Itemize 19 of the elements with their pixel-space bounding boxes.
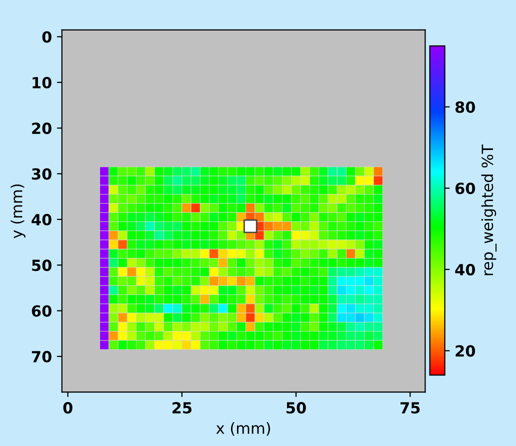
y-tick-label: 0 [42, 31, 52, 43]
y-tick-label: 10 [32, 76, 52, 88]
y-tick-label: 50 [32, 260, 52, 272]
x-tick-label: 50 [286, 402, 306, 414]
color-bar-title: rep_weighted %T [481, 144, 497, 276]
y-tick-label: 20 [32, 122, 52, 134]
y-axis-title: y (mm) [10, 184, 26, 238]
color-bar-label: 20 [456, 345, 476, 357]
x-tick-label: 25 [172, 402, 192, 414]
color-bar-label: 80 [455, 101, 476, 113]
x-axis-title: x (mm) [216, 422, 270, 436]
y-tick-label: 60 [32, 305, 52, 317]
y-tick-label: 70 [32, 350, 52, 362]
color-bar-label: 40 [455, 264, 476, 276]
x-tick-label: 75 [400, 402, 420, 414]
y-tick-label: 40 [32, 214, 52, 226]
y-tick-label: 30 [32, 168, 52, 180]
color-bar-label: 60 [455, 182, 476, 194]
x-tick-label: 0 [63, 402, 72, 414]
